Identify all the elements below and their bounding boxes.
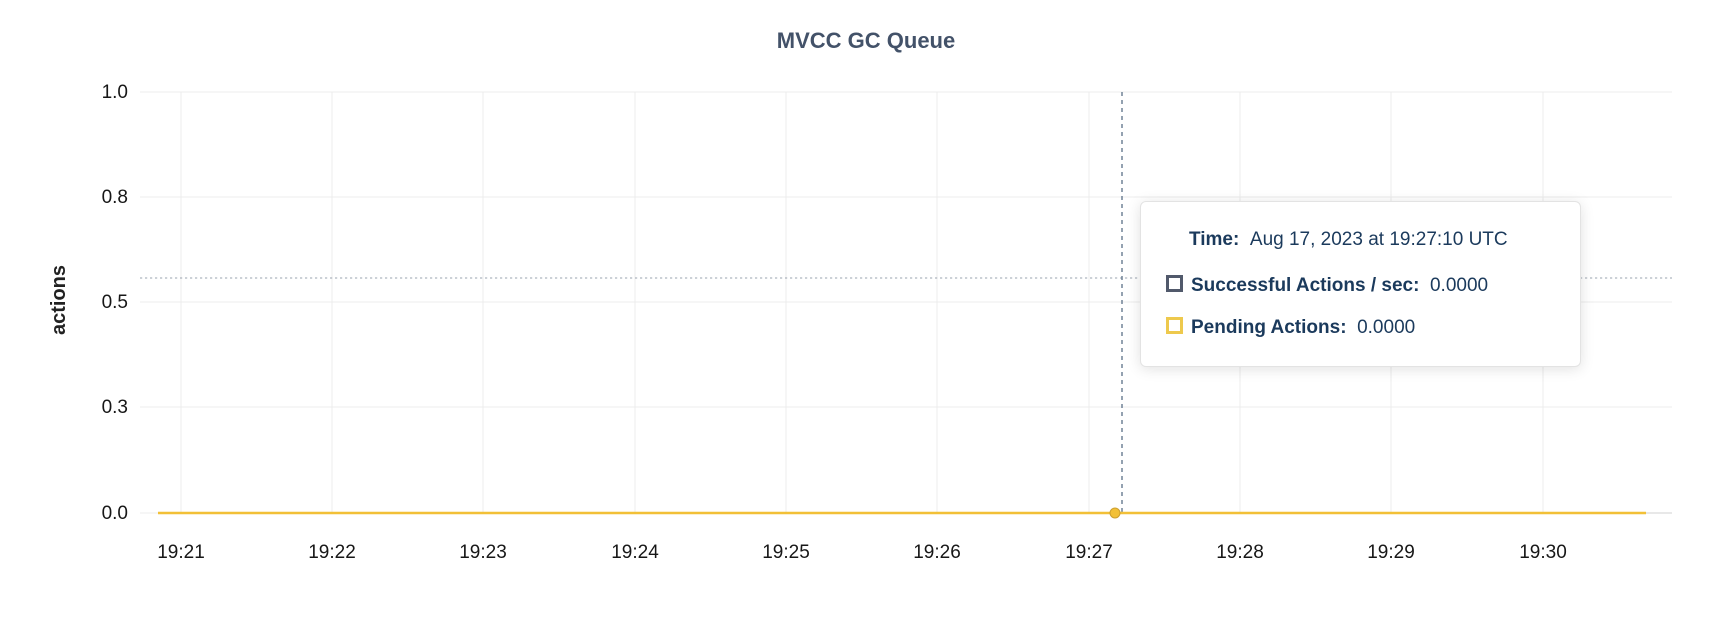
svg-text:actions: actions [48, 265, 70, 335]
svg-text:19:26: 19:26 [913, 542, 961, 563]
svg-text:19:21: 19:21 [157, 542, 205, 563]
svg-text:0.8: 0.8 [102, 187, 128, 208]
svg-text:0.0: 0.0 [102, 503, 128, 524]
svg-text:19:30: 19:30 [1519, 542, 1567, 563]
svg-text:19:27: 19:27 [1065, 542, 1113, 563]
svg-text:0.3: 0.3 [102, 397, 128, 418]
svg-text:0.5: 0.5 [102, 292, 128, 313]
svg-text:19:24: 19:24 [611, 542, 659, 563]
svg-text:19:29: 19:29 [1367, 542, 1415, 563]
svg-text:19:28: 19:28 [1216, 542, 1264, 563]
svg-text:19:22: 19:22 [308, 542, 356, 563]
svg-text:19:23: 19:23 [459, 542, 507, 563]
svg-text:1.0: 1.0 [102, 82, 128, 103]
svg-text:19:25: 19:25 [762, 542, 810, 563]
